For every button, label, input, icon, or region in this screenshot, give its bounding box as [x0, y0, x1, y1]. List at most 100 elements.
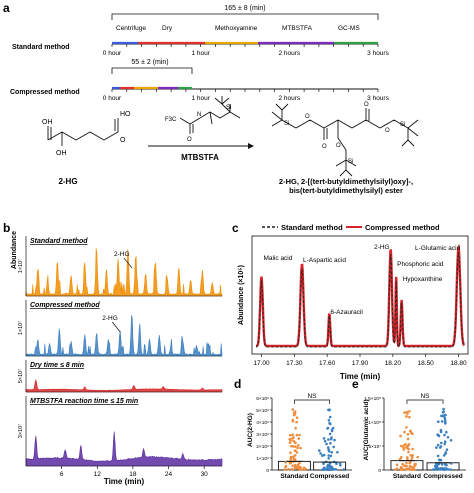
trace-title-3: MTBSTFA reaction time ≤ 15 min [30, 398, 138, 405]
panel-c-plot: Malic acid L-Aspartic acid 6-Azauracil 2-HG… [256, 243, 466, 348]
compressed-timeline-ticks: 0 hour 1 hour 2 hours 3 hours [103, 89, 390, 102]
dot-standard [407, 467, 411, 471]
dot-standard [290, 467, 294, 471]
standard-timeline-ticks: 0 hour 1 hour 2 hours 3 hours [103, 44, 390, 57]
dot-compressed [444, 452, 447, 455]
dot-compressed [327, 448, 331, 452]
legend-standard-label: Standard method [281, 223, 343, 232]
dot-compressed [322, 453, 326, 457]
dot-compressed [321, 468, 325, 471]
peak-label-hypoxanthine: Hypoxanthine [403, 276, 443, 283]
standard-tick-label-3: 3 hours [367, 50, 389, 57]
dot-standard [292, 455, 295, 459]
dot-standard [408, 415, 411, 419]
dot-standard [288, 434, 292, 437]
dot-compressed [443, 440, 447, 444]
dot-standard [296, 446, 299, 450]
dot-standard [293, 454, 297, 457]
dot-standard [296, 467, 299, 470]
atom-o-reagent: O [187, 137, 192, 143]
dot-standard [416, 455, 420, 459]
dot-compressed [445, 448, 449, 452]
significance-bracket [406, 399, 444, 404]
dot-compressed [327, 419, 331, 422]
dot-standard [403, 464, 406, 468]
annotation-arrow-0 [123, 257, 133, 269]
compressed-tick-label-1: 1 hour [191, 95, 210, 102]
c-xtick-label-17.30: 17.30 [286, 360, 303, 367]
dot-standard [291, 408, 295, 411]
atom-oh-left: OH [42, 119, 53, 126]
trace-annotation-0: 2-HG [114, 251, 130, 258]
atom-o-product-carbonyl-left: O [322, 144, 327, 150]
dot-standard [399, 434, 402, 438]
trace-1: Compressed method 1×10⁷ 2-HG [17, 300, 223, 357]
ytick-label-5: 5×10⁶ [256, 408, 269, 414]
c-xtick-label-17.00: 17.00 [253, 360, 270, 367]
step-label-gcms: GC-MS [338, 25, 360, 32]
panel-c-letter: c [232, 221, 239, 235]
dot-compressed [443, 416, 447, 420]
dot-standard [409, 454, 413, 457]
dot-standard [298, 461, 301, 465]
dot-compressed [441, 414, 445, 418]
atom-n-reagent: N [197, 112, 201, 118]
annotation-arrow-1 [111, 321, 121, 333]
dot-compressed [326, 426, 330, 430]
category-label-compressed: Compressed [423, 473, 462, 480]
dot-compressed [449, 439, 453, 442]
panel-c-ylabel: Abundance (×10⁵) [238, 265, 245, 325]
ytick-label-0: 0 [378, 468, 381, 474]
dot-standard [287, 467, 290, 471]
compressed-tick-label-0: 0 hour [103, 95, 122, 102]
compressed-timeline [112, 86, 378, 90]
panel-b-ylabel: Abundance [11, 231, 18, 269]
standard-method-label: Standard method [12, 44, 70, 51]
dot-standard [410, 456, 414, 460]
significance-label: NS [420, 393, 430, 400]
step-labels: Centrifuge Dry Methoxyamine MTBSTFA GC-MS [116, 25, 360, 32]
peak-label-l-aspartic-acid: L-Aspartic acid [303, 257, 346, 264]
peak-label-2-hg: 2-HG [374, 244, 390, 251]
dot-compressed [338, 461, 342, 465]
step-label-methoxyamine: Methoxyamine [215, 25, 258, 32]
trace-title-2: Dry time ≤ 8 min [30, 362, 84, 369]
dot-standard [411, 447, 414, 451]
peak-label-phosphoric-acid: Phosphoric acid [397, 261, 444, 268]
dot-standard [292, 439, 296, 443]
dot-standard [289, 457, 293, 460]
ytick-label-3: 1.5×10⁸ [364, 396, 381, 402]
dot-standard [403, 430, 406, 434]
dot-compressed [326, 446, 330, 449]
dot-standard [298, 433, 301, 437]
significance-bracket [294, 399, 330, 404]
dot-standard [398, 457, 402, 461]
panel-c-xlabel: Time (min) [340, 372, 381, 381]
trace-2: Dry time ≤ 8 min 5×10⁷ [17, 360, 223, 393]
dot-standard [406, 437, 410, 441]
reactant-name: 2-HG [58, 177, 77, 186]
atom-o-product-ether: O [336, 143, 341, 149]
dot-compressed [436, 433, 440, 437]
dot-standard [412, 466, 416, 469]
dot-compressed [439, 468, 443, 471]
dot-compressed [339, 464, 342, 467]
dot-standard [293, 449, 297, 453]
compressed-method-label: Compressed method [10, 89, 80, 96]
atom-si-product-right: Si [400, 122, 405, 128]
dot-standard [414, 462, 417, 466]
dot-compressed [443, 442, 447, 446]
standard-tick-label-2: 2 hours [278, 50, 300, 57]
panel-c-legend: Standard method Compressed method [262, 223, 440, 232]
peak-label-malic-acid: Malic acid [263, 255, 292, 262]
compressed-method-line [256, 243, 466, 348]
product-name-line1: 2-HG, 2-[(tert-butyldimethylsilyl)oxy]-, [279, 177, 413, 186]
structure-product [271, 103, 419, 177]
dot-standard [291, 418, 295, 422]
dot-standard [298, 467, 301, 471]
dot-standard [411, 454, 415, 457]
atom-ho-right: HO [120, 111, 131, 118]
standard-tick-label-0: 0 hour [103, 50, 122, 57]
